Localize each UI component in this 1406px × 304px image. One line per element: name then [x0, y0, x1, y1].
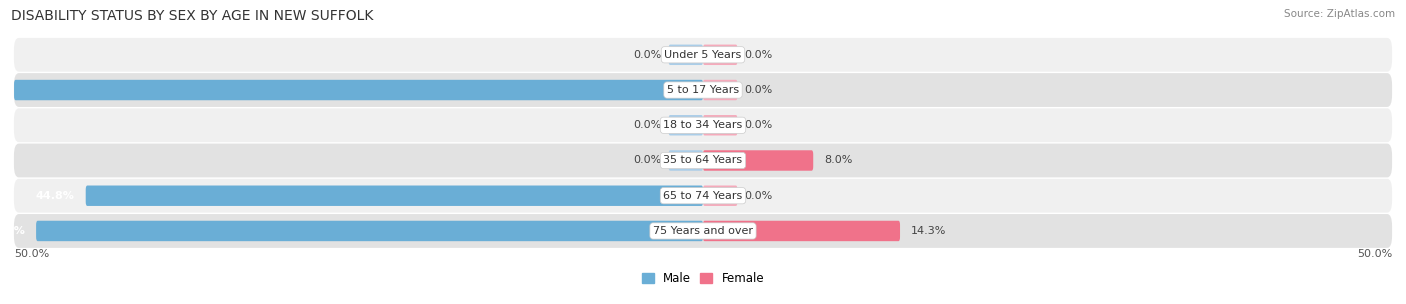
- Text: 50.0%: 50.0%: [0, 85, 3, 95]
- FancyBboxPatch shape: [14, 179, 1392, 212]
- Text: 0.0%: 0.0%: [634, 120, 662, 130]
- FancyBboxPatch shape: [14, 80, 703, 100]
- Text: 48.4%: 48.4%: [0, 226, 25, 236]
- FancyBboxPatch shape: [703, 115, 738, 136]
- Text: 50.0%: 50.0%: [14, 249, 49, 259]
- Text: 18 to 34 Years: 18 to 34 Years: [664, 120, 742, 130]
- Text: 0.0%: 0.0%: [744, 120, 772, 130]
- FancyBboxPatch shape: [669, 45, 703, 65]
- FancyBboxPatch shape: [703, 221, 900, 241]
- Text: 50.0%: 50.0%: [1357, 249, 1392, 259]
- Text: 0.0%: 0.0%: [634, 50, 662, 60]
- FancyBboxPatch shape: [86, 185, 703, 206]
- FancyBboxPatch shape: [703, 80, 738, 100]
- Text: 0.0%: 0.0%: [634, 155, 662, 165]
- Text: 75 Years and over: 75 Years and over: [652, 226, 754, 236]
- Text: 0.0%: 0.0%: [744, 50, 772, 60]
- Text: Under 5 Years: Under 5 Years: [665, 50, 741, 60]
- FancyBboxPatch shape: [703, 45, 738, 65]
- Text: 8.0%: 8.0%: [824, 155, 852, 165]
- FancyBboxPatch shape: [14, 143, 1392, 178]
- Text: 0.0%: 0.0%: [744, 85, 772, 95]
- FancyBboxPatch shape: [14, 73, 1392, 107]
- FancyBboxPatch shape: [703, 185, 738, 206]
- FancyBboxPatch shape: [669, 150, 703, 171]
- FancyBboxPatch shape: [14, 214, 1392, 248]
- FancyBboxPatch shape: [14, 108, 1392, 142]
- FancyBboxPatch shape: [703, 150, 813, 171]
- FancyBboxPatch shape: [37, 221, 703, 241]
- Text: 0.0%: 0.0%: [744, 191, 772, 201]
- Text: DISABILITY STATUS BY SEX BY AGE IN NEW SUFFOLK: DISABILITY STATUS BY SEX BY AGE IN NEW S…: [11, 9, 374, 23]
- Text: 5 to 17 Years: 5 to 17 Years: [666, 85, 740, 95]
- Text: 65 to 74 Years: 65 to 74 Years: [664, 191, 742, 201]
- Text: 14.3%: 14.3%: [911, 226, 946, 236]
- FancyBboxPatch shape: [669, 115, 703, 136]
- FancyBboxPatch shape: [14, 38, 1392, 72]
- Text: Source: ZipAtlas.com: Source: ZipAtlas.com: [1284, 9, 1395, 19]
- Text: 35 to 64 Years: 35 to 64 Years: [664, 155, 742, 165]
- Text: 44.8%: 44.8%: [35, 191, 75, 201]
- Legend: Male, Female: Male, Female: [637, 268, 769, 290]
